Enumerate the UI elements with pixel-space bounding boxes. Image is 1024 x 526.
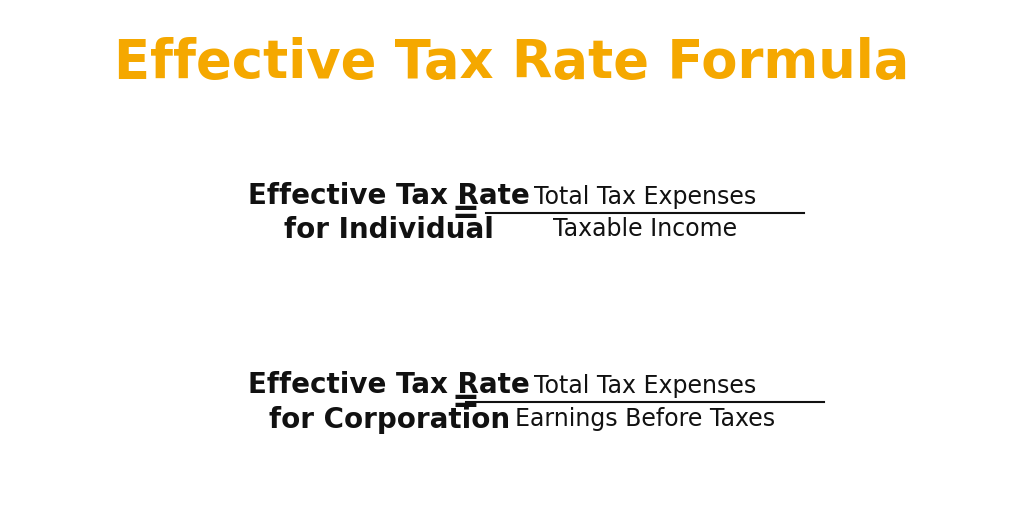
Text: Effective Tax Rate Formula: Effective Tax Rate Formula — [115, 37, 909, 89]
Text: Effective Tax Rate: Effective Tax Rate — [248, 181, 530, 210]
Text: Earnings Before Taxes: Earnings Before Taxes — [515, 407, 775, 431]
Text: =: = — [452, 197, 480, 229]
Text: for Corporation: for Corporation — [268, 406, 510, 434]
Text: Total Tax Expenses: Total Tax Expenses — [534, 374, 757, 398]
Text: for Individual: for Individual — [285, 216, 494, 245]
Text: =: = — [452, 386, 480, 419]
Text: Taxable Income: Taxable Income — [553, 217, 737, 241]
Text: Total Tax Expenses: Total Tax Expenses — [534, 185, 757, 209]
Text: Effective Tax Rate: Effective Tax Rate — [248, 371, 530, 399]
